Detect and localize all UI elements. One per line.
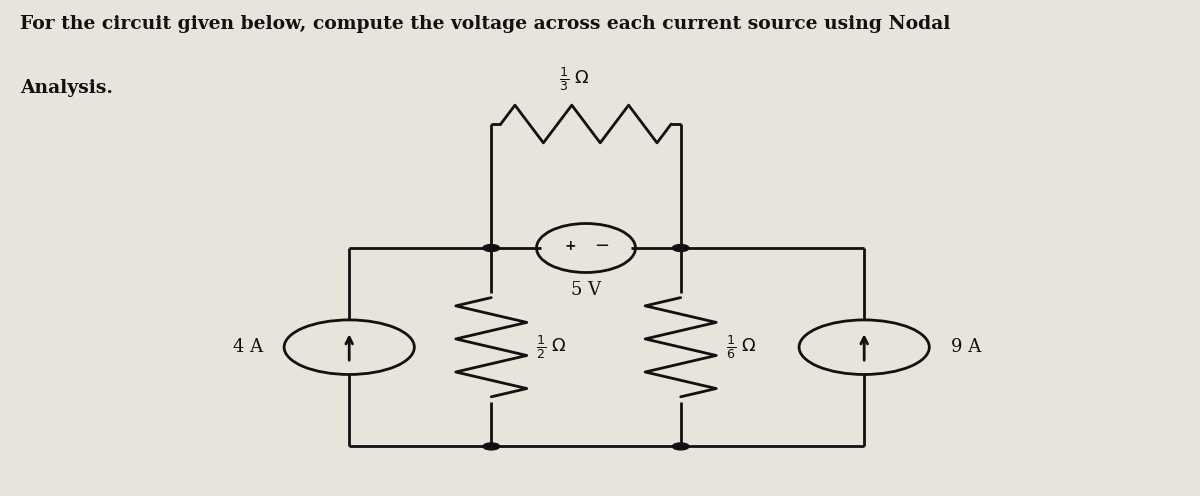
Text: +: +: [565, 239, 576, 252]
Circle shape: [672, 245, 689, 251]
Text: −: −: [594, 237, 608, 254]
Text: 9 A: 9 A: [950, 338, 980, 356]
Text: $\frac{1}{2}$ $\Omega$: $\frac{1}{2}$ $\Omega$: [536, 333, 568, 361]
Circle shape: [672, 443, 689, 450]
Text: For the circuit given below, compute the voltage across each current source usin: For the circuit given below, compute the…: [20, 15, 950, 33]
Text: Analysis.: Analysis.: [20, 79, 113, 97]
Circle shape: [482, 443, 499, 450]
Text: $\frac{1}{6}$ $\Omega$: $\frac{1}{6}$ $\Omega$: [726, 333, 757, 361]
Text: $\frac{1}{3}$ $\Omega$: $\frac{1}{3}$ $\Omega$: [559, 65, 589, 93]
Text: 4 A: 4 A: [233, 338, 263, 356]
Circle shape: [482, 245, 499, 251]
Text: 5 V: 5 V: [571, 281, 601, 299]
